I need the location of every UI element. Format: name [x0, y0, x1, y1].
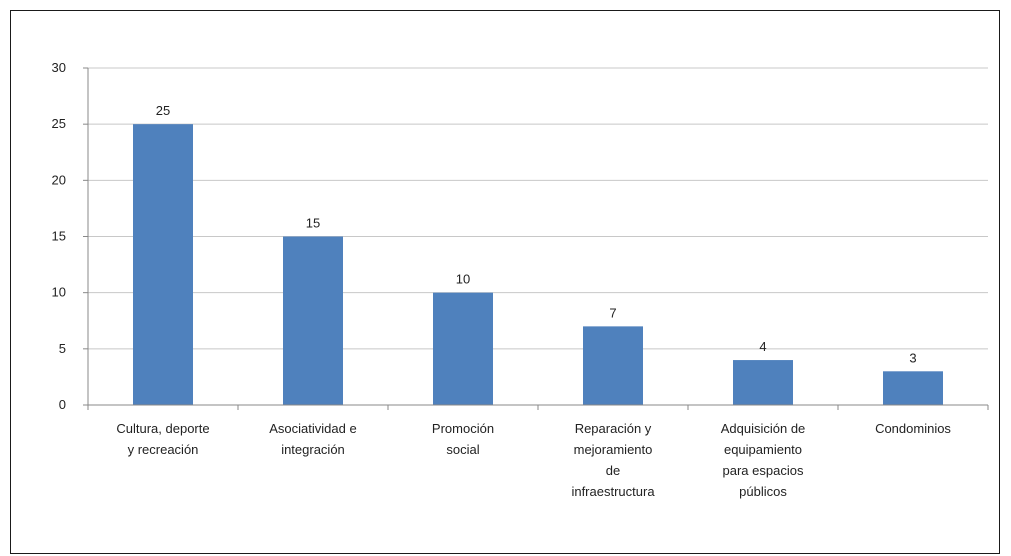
data-label: 7	[609, 305, 616, 320]
y-tick-label: 0	[59, 397, 66, 412]
y-tick-label: 25	[52, 116, 66, 131]
y-tick-label: 15	[52, 229, 66, 244]
bar-2	[283, 236, 343, 405]
data-label: 10	[456, 272, 470, 287]
data-label: 4	[759, 339, 766, 354]
data-label: 15	[306, 216, 320, 231]
y-axis-tick-labels: 0 5 10 15 20 25 30	[52, 60, 88, 412]
y-tick-label: 5	[59, 341, 66, 356]
y-tick-label: 20	[52, 172, 66, 187]
gridlines	[88, 67, 988, 350]
y-tick-label: 30	[52, 60, 66, 75]
x-axis-category-labels: Cultura, deporte y recreación Asociativida…	[116, 421, 951, 499]
data-labels: 25 15 10 7 4 3	[156, 103, 917, 365]
x-category-label: Cultura, deporte y recreación	[116, 421, 209, 457]
x-category-label: Reparación y mejoramiento de infraestructur…	[571, 421, 655, 499]
bar-5	[733, 360, 793, 405]
bar-4	[583, 326, 643, 405]
x-category-label: Condominios	[875, 421, 951, 436]
x-category-label: Adquisición de equipamiento para espacios p…	[721, 421, 806, 499]
bar-6	[883, 371, 943, 405]
bar-1	[133, 124, 193, 406]
data-label: 3	[909, 350, 916, 365]
x-category-label: Asociatividad e integración	[269, 421, 356, 457]
y-tick-label: 10	[52, 285, 66, 300]
axes	[87, 68, 989, 410]
data-label: 25	[156, 103, 170, 118]
x-category-label: Promoción social	[432, 421, 494, 457]
bars	[133, 124, 943, 406]
bar-3	[433, 292, 493, 405]
